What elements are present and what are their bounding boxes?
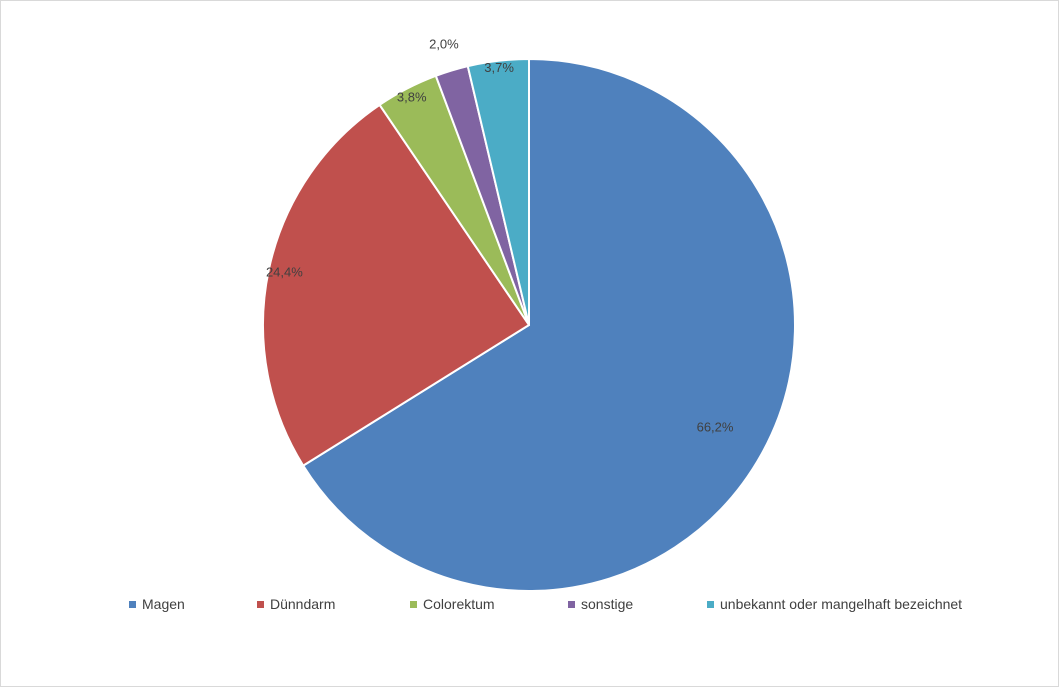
legend-label-duenndarm: Dünndarm bbox=[270, 596, 336, 612]
legend-label-colorektum: Colorektum bbox=[423, 596, 495, 612]
data-label-0: 66,2% bbox=[697, 420, 734, 435]
legend: Magen Dünndarm Colorektum sonstige unbek… bbox=[0, 596, 1059, 616]
legend-swatch-magen bbox=[129, 600, 136, 608]
data-label-2: 3,8% bbox=[397, 90, 427, 105]
legend-swatch-sonstige bbox=[568, 600, 575, 608]
legend-item-colorektum: Colorektum bbox=[410, 596, 495, 612]
data-label-4: 3,7% bbox=[484, 60, 514, 75]
legend-swatch-duenndarm bbox=[257, 600, 264, 608]
data-label-3: 2,0% bbox=[429, 36, 459, 51]
legend-item-unbekannt: unbekannt oder mangelhaft bezeichnet bbox=[707, 596, 962, 612]
legend-swatch-unbekannt bbox=[707, 600, 714, 608]
pie-slice-4 bbox=[466, 58, 530, 326]
pie-slice-1 bbox=[262, 103, 530, 467]
legend-item-magen: Magen bbox=[129, 596, 185, 612]
legend-label-magen: Magen bbox=[142, 596, 185, 612]
pie-slice-0 bbox=[302, 58, 796, 592]
data-label-1: 24,4% bbox=[266, 265, 303, 280]
legend-label-unbekannt: unbekannt oder mangelhaft bezeichnet bbox=[720, 596, 963, 612]
legend-item-sonstige: sonstige bbox=[568, 596, 633, 612]
legend-label-sonstige: sonstige bbox=[581, 596, 634, 612]
legend-item-duenndarm: Dünndarm bbox=[257, 596, 335, 612]
legend-swatch-colorektum bbox=[410, 600, 417, 608]
